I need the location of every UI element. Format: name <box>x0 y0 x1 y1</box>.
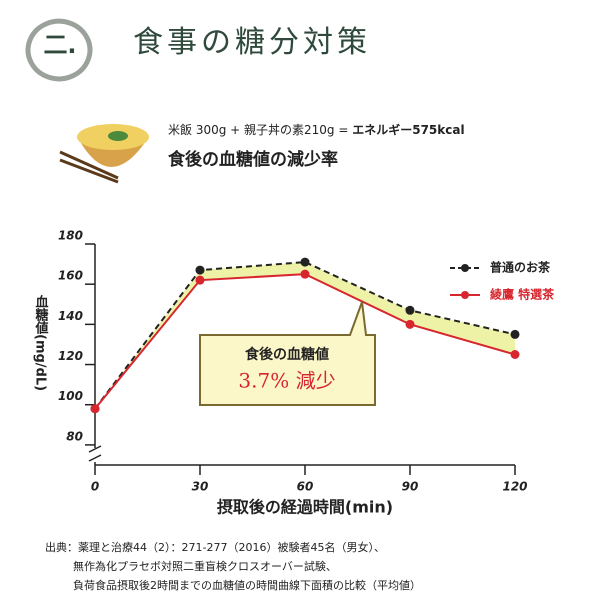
y-tick-label: 100 <box>58 389 83 403</box>
y-tick-label: 140 <box>58 309 83 323</box>
data-point <box>405 319 415 329</box>
data-point <box>510 329 520 339</box>
legend-label: 普通のお茶 <box>490 260 551 275</box>
meal-energy: エネルギー575kcal <box>352 122 464 137</box>
y-axis-label: 血糖値(mg/dL) <box>33 294 50 391</box>
data-point <box>195 265 205 275</box>
x-tick-label: 60 <box>297 480 314 494</box>
chart: 80 100 120 140 160 180 0 30 60 90 120 摂取後の経過時間(min)… <box>33 229 556 517</box>
annotation-text: 食後の血糖値 <box>245 346 329 363</box>
annotation-highlight: 3.7% 減少 <box>238 369 335 393</box>
chart-subtitle: 食後の血糖値の減少率 <box>168 149 338 170</box>
data-point <box>195 275 205 285</box>
data-point <box>405 305 415 315</box>
x-tick-label: 90 <box>402 480 419 494</box>
data-point <box>300 257 310 267</box>
series-line <box>94 261 516 410</box>
data-point <box>90 404 100 414</box>
meal-formula: 米飯 300g + 親子丼の素210g = エネルギー575kcal <box>168 122 465 137</box>
axis-break <box>88 445 102 462</box>
bowl-icon <box>59 124 149 184</box>
x-axis-label: 摂取後の経過時間(min) <box>217 498 393 517</box>
y-tick-label: 160 <box>58 269 83 283</box>
badge: 二. <box>43 31 76 59</box>
legend-marker <box>461 264 469 272</box>
badge-circle <box>25 18 93 82</box>
source-line: 出典：薬理と治療44（2）：271-277（2016）被験者45名（男女）、 <box>45 540 385 554</box>
source-line: 負荷食品摂取後2時間までの血糖値の時間曲線下面積の比較（平均値） <box>73 578 421 592</box>
page-title: 食事の糖分対策 <box>133 25 371 60</box>
y-tick-label: 120 <box>58 349 83 363</box>
y-tick-label: 80 <box>66 429 83 443</box>
data-point <box>300 269 310 279</box>
annotation-box <box>199 301 376 406</box>
x-tick-label: 120 <box>502 480 527 494</box>
legend-marker <box>461 291 469 299</box>
legend-label: 綾鷹 特選茶 <box>490 287 555 302</box>
meal-formula-text: 米飯 300g + 親子丼の素210g = <box>168 122 352 137</box>
source-line: 無作為化プラセボ対照二重盲検クロスオーバー試験、 <box>73 559 337 573</box>
y-tick-label: 180 <box>58 229 83 243</box>
x-tick-label: 0 <box>91 480 99 494</box>
data-point <box>510 350 520 359</box>
x-tick-label: 30 <box>192 480 209 494</box>
